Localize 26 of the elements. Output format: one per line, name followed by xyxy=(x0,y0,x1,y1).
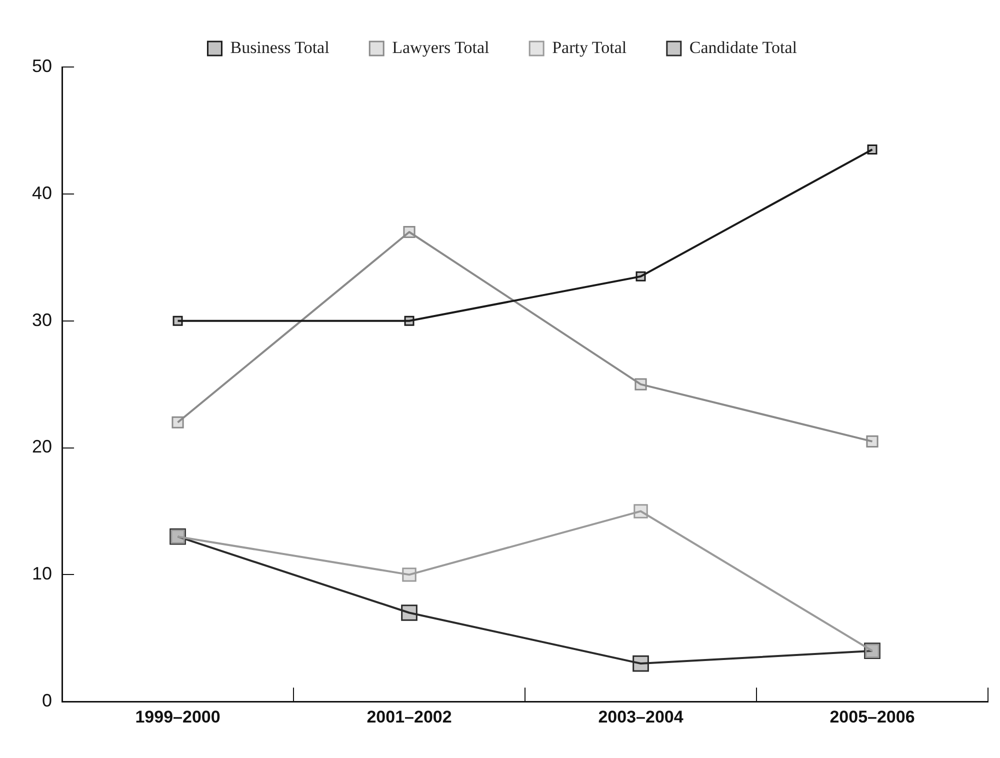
x-tick-label: 2003–2004 xyxy=(598,707,684,726)
y-tick-label: 0 xyxy=(42,690,52,711)
legend-label: Candidate Total xyxy=(689,38,798,57)
x-tick-label: 2005–2006 xyxy=(830,707,915,726)
point xyxy=(636,271,646,282)
x-tick-label: 2001–2002 xyxy=(366,707,452,726)
point xyxy=(172,416,184,428)
y-tick-label: 50 xyxy=(32,56,52,76)
y-tick-label: 30 xyxy=(32,310,52,330)
point xyxy=(634,378,647,390)
legend-label: Lawyers Total xyxy=(392,38,490,57)
y-tick-label: 40 xyxy=(32,182,52,203)
y-tick-label: 20 xyxy=(32,436,52,457)
x-tick-label: 1999–2000 xyxy=(135,707,220,726)
y-tick-label: 10 xyxy=(32,564,52,584)
point xyxy=(403,226,416,238)
point xyxy=(866,435,878,448)
point xyxy=(867,144,878,154)
point xyxy=(404,316,414,326)
legend-label: Business Total xyxy=(230,38,330,57)
point xyxy=(634,504,648,518)
point xyxy=(172,316,183,326)
point xyxy=(401,604,418,621)
point xyxy=(632,655,649,672)
point xyxy=(402,568,416,582)
legend-label: Party Total xyxy=(552,38,627,57)
